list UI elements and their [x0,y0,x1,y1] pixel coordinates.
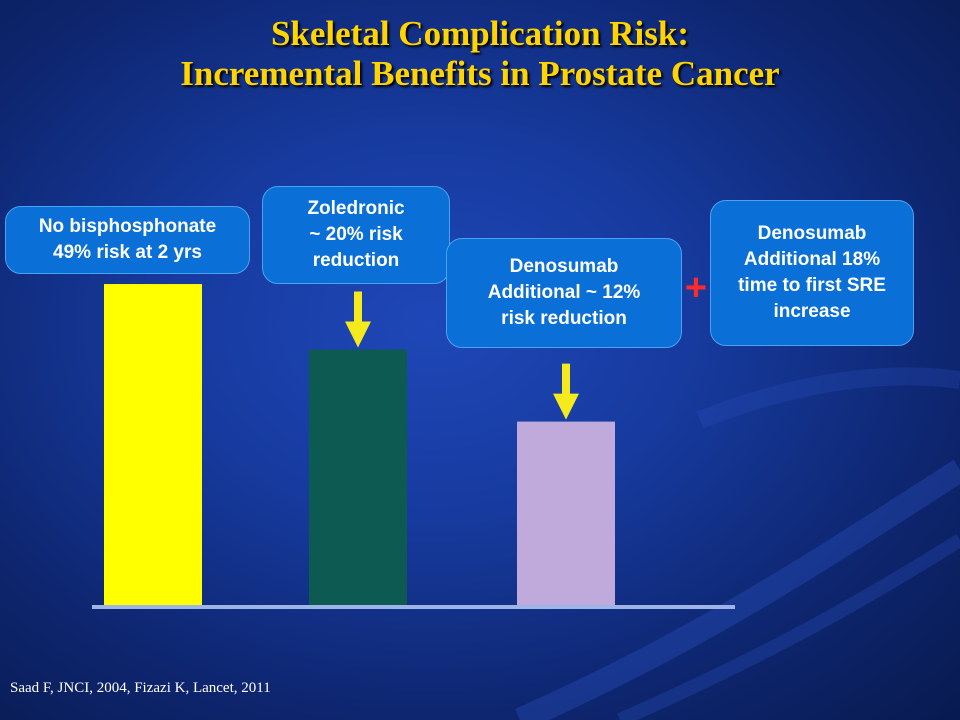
callout-denosumab-risk-line2: Additional ~ 12% [487,282,641,303]
bar-no-bisphosphonate [104,284,202,605]
callout-denosumab-risk-line3: risk reduction [501,308,627,329]
callout-denosumab-time-line1: Denosumab [757,223,867,244]
callout-denosumab-time: Denosumab Additional 18% time to first S… [710,200,914,346]
title-line-1: Skeletal Complication Risk: [270,14,690,53]
callout-zoledronic-line3: reduction [312,250,400,271]
bar-zoledronic [309,349,407,605]
down-arrow-zoledronic [345,291,371,348]
callout-denosumab-risk: Denosumab Additional ~ 12% risk reductio… [446,238,682,348]
callout-zoledronic-line1: Zoledronic [307,198,405,219]
citation: Saad F, JNCI, 2004, Fizazi K, Lancet, 20… [10,680,271,696]
plus-sign: + [684,267,708,309]
callout-denosumab-time-line2: Additional 18% [743,249,881,270]
callout-zoledronic-line2: ~ 20% risk [309,224,403,245]
callout-denosumab-time-line4: increase [773,301,851,322]
callout-denosumab-risk-line1: Denosumab [509,256,619,277]
title-line-2: Incremental Benefits in Prostate Cancer [180,54,780,93]
bar-denosumab [517,421,615,605]
slide-title: Skeletal Complication Risk: Incremental … [0,14,960,94]
callout-no-bisphosphonate: No bisphosphonate 49% risk at 2 yrs [5,206,250,274]
callout-no-bisphosphonate-line2: 49% risk at 2 yrs [53,242,202,263]
down-arrow-denosumab [553,363,579,420]
callout-denosumab-time-line3: time to first SRE [738,275,886,296]
callout-zoledronic: Zoledronic ~ 20% risk reduction [262,186,450,284]
callout-no-bisphosphonate-line1: No bisphosphonate [38,216,217,237]
